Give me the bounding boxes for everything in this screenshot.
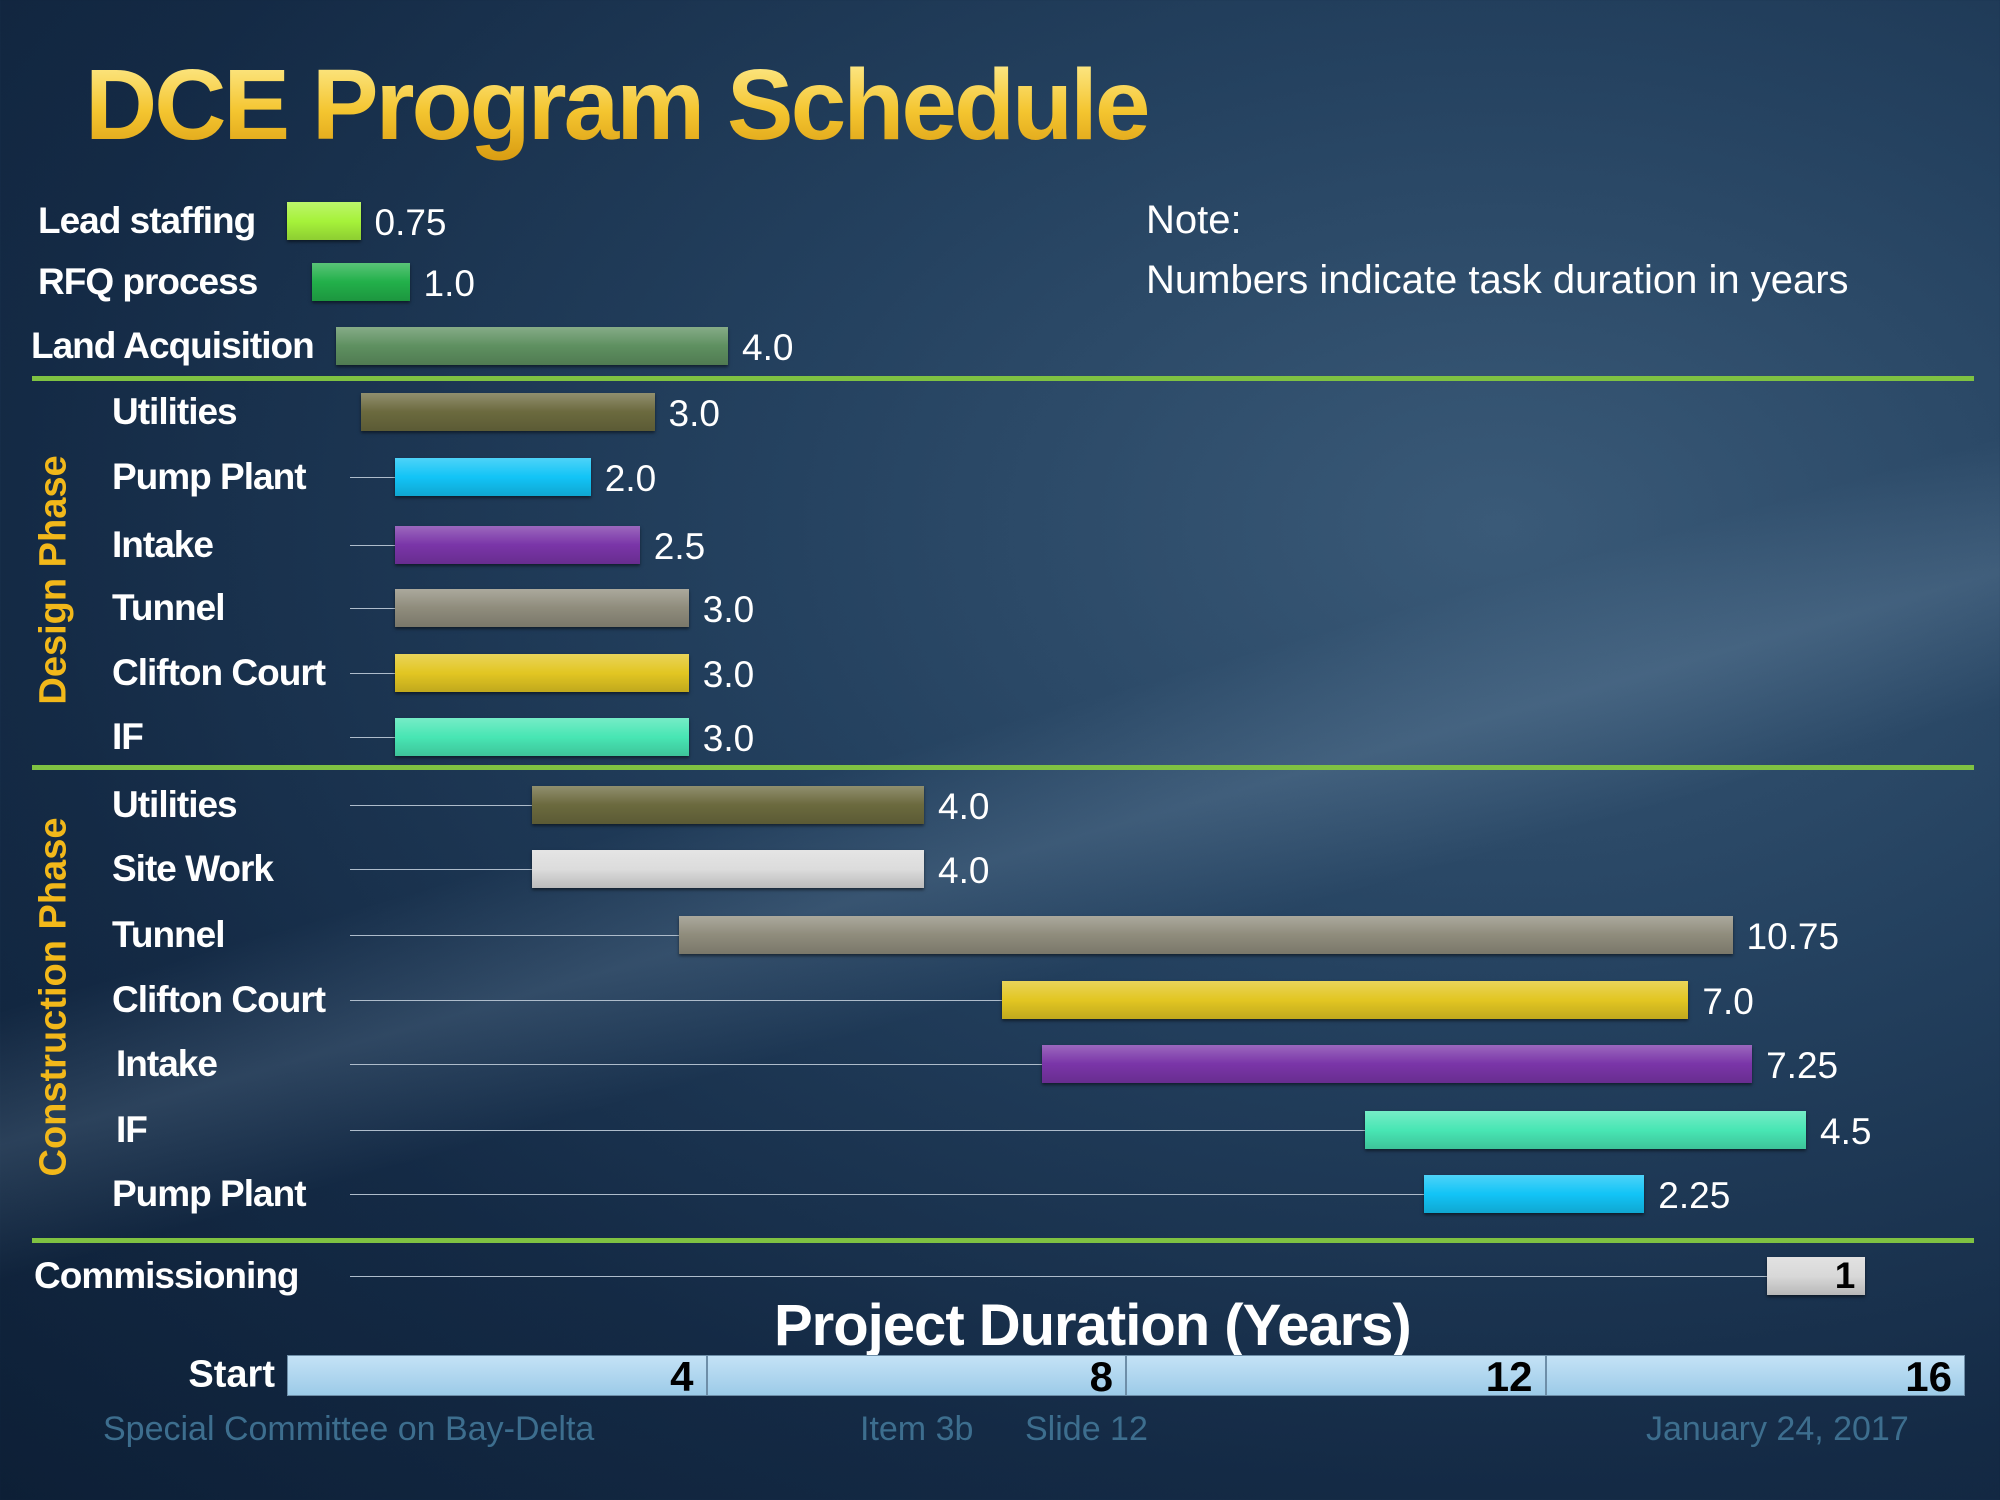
- task-bar: [1041, 1045, 1753, 1083]
- task-bar: [679, 916, 1733, 954]
- task-value: 4.5: [1820, 1111, 1872, 1152]
- construction-phase-label: Construction Phase: [32, 817, 75, 1177]
- task-label: Utilities: [112, 391, 238, 432]
- design-phase-label: Design Phase: [32, 455, 75, 705]
- x-axis-start-label: Start: [188, 1353, 275, 1396]
- connector-line: [350, 608, 395, 609]
- connector-line: [350, 737, 395, 738]
- task-bar: [1766, 1257, 1865, 1295]
- task-label: Land Acquisition: [31, 325, 315, 366]
- task-bar: [336, 327, 728, 365]
- footer-slide: Slide 12: [1025, 1410, 1148, 1448]
- x-axis-segment: 8: [706, 1355, 1126, 1398]
- x-axis-title: Project Duration (Years): [774, 1293, 1412, 1358]
- task-value: 3.0: [702, 589, 755, 630]
- task-label: Site Work: [112, 848, 274, 889]
- task-value: 2.5: [653, 526, 706, 567]
- footer-date: January 24, 2017: [1646, 1410, 1909, 1448]
- task-bar: [1365, 1111, 1806, 1149]
- task-bar: [394, 526, 640, 564]
- task-bar: [311, 263, 410, 301]
- task-value: 2.25: [1658, 1175, 1731, 1216]
- connector-line: [350, 869, 532, 870]
- task-value: 3.0: [668, 393, 720, 434]
- task-label: Intake: [112, 524, 214, 565]
- task-bar: [1002, 981, 1689, 1019]
- task-value: 1: [1834, 1255, 1856, 1296]
- connector-line: [350, 1130, 1365, 1131]
- x-axis-segment: 16: [1545, 1355, 1965, 1398]
- task-value: 4.0: [938, 786, 990, 827]
- slide-title: DCE Program Schedule: [85, 49, 1151, 161]
- task-value: 4.0: [742, 327, 794, 368]
- connector-line: [350, 935, 679, 936]
- task-label: IF: [112, 716, 144, 757]
- connector-line: [350, 1194, 1424, 1195]
- task-value: 7.0: [1702, 981, 1754, 1022]
- task-label: Clifton Court: [112, 979, 326, 1020]
- connector-line: [350, 477, 395, 478]
- x-axis-segment: 12: [1126, 1355, 1546, 1398]
- task-value: 3.0: [702, 718, 755, 759]
- separator-line: [32, 765, 1974, 770]
- note-heading: Note:: [1146, 198, 1242, 242]
- task-bar: [394, 718, 689, 756]
- task-label: IF: [116, 1109, 148, 1150]
- task-value: 1.0: [423, 263, 475, 304]
- task-label: Pump Plant: [112, 456, 307, 497]
- task-bar: [1423, 1175, 1645, 1213]
- task-bar: [532, 850, 924, 888]
- task-value: 4.0: [938, 850, 990, 891]
- task-value: 3.0: [702, 654, 755, 695]
- connector-line: [350, 673, 395, 674]
- connector-line: [350, 1064, 1042, 1065]
- task-label: Tunnel: [112, 587, 226, 628]
- connector-line: [350, 805, 532, 806]
- task-label: Lead staffing: [38, 200, 256, 241]
- task-value: 0.75: [374, 202, 447, 243]
- task-label: Commissioning: [34, 1255, 300, 1296]
- task-bar: [287, 202, 361, 240]
- separator-line: [32, 1238, 1974, 1243]
- separator-line: [32, 376, 1974, 381]
- footer-committee: Special Committee on Bay-Delta: [103, 1410, 595, 1448]
- task-label: Tunnel: [112, 914, 226, 955]
- task-value: 2.0: [604, 458, 657, 499]
- footer-item: Item 3b: [860, 1410, 974, 1448]
- x-axis-segment: 4: [287, 1355, 707, 1398]
- note-text: Numbers indicate task duration in years: [1146, 258, 1849, 302]
- task-value: 7.25: [1766, 1045, 1839, 1086]
- task-label: Clifton Court: [112, 652, 326, 693]
- task-bar: [360, 393, 655, 431]
- task-label: Pump Plant: [112, 1173, 307, 1214]
- task-label: RFQ process: [38, 261, 258, 302]
- task-value: 10.75: [1746, 916, 1840, 957]
- task-bar: [394, 654, 689, 692]
- task-bar: [394, 589, 689, 627]
- task-label: Intake: [116, 1043, 218, 1084]
- task-label: Utilities: [112, 784, 238, 825]
- connector-line: [350, 545, 395, 546]
- task-bar: [532, 786, 924, 824]
- task-bar: [394, 458, 591, 496]
- connector-line: [350, 1276, 1767, 1277]
- connector-line: [350, 1000, 1003, 1001]
